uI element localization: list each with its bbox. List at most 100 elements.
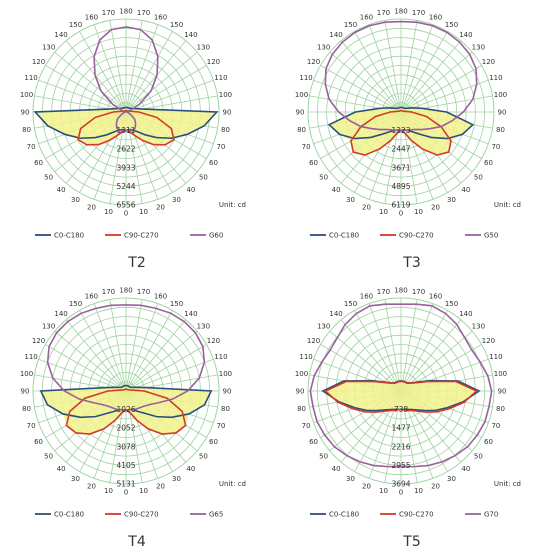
angle-tick-label: 10: [414, 487, 423, 495]
angle-tick-label: 60: [34, 159, 43, 167]
angle-tick-label: 70: [491, 422, 500, 430]
angle-tick-label: 60: [209, 438, 218, 446]
angle-tick-label: 0: [399, 210, 403, 218]
angle-tick-label: 130: [197, 44, 210, 52]
chart-title: T3: [275, 255, 549, 271]
angle-tick-label: 100: [494, 91, 507, 99]
angle-tick-label: 120: [207, 58, 220, 66]
angle-tick-label: 80: [221, 405, 230, 413]
angle-tick-label: 40: [186, 465, 195, 473]
angle-tick-label: 40: [57, 465, 66, 473]
angle-tick-label: 40: [332, 186, 341, 194]
polar-chart-t4: 1026 2052 3078 4105 5131 180 170 170 160 160 150 15…: [0, 279, 274, 558]
legend: C0-C180 C90-C270 G65: [35, 511, 223, 519]
angle-tick-label: 100: [20, 370, 33, 378]
angle-tick-label: 80: [22, 126, 31, 134]
angle-tick-label: 100: [295, 370, 308, 378]
angle-tick-label: 60: [34, 438, 43, 446]
angle-tick-label: 60: [484, 159, 493, 167]
angle-tick-label: 130: [42, 44, 55, 52]
angle-tick-label: 30: [71, 475, 80, 483]
radial-tick-label: 738: [394, 405, 409, 414]
angle-tick-label: 110: [299, 353, 312, 361]
angle-tick-label: 40: [57, 186, 66, 194]
angle-tick-label: 50: [474, 452, 483, 460]
angle-tick-label: 80: [221, 126, 230, 134]
legend: C0-C180 C90-C270 G50: [310, 232, 498, 240]
angle-tick-label: 150: [69, 300, 82, 308]
angle-tick-label: 110: [24, 353, 37, 361]
angle-tick-label: 120: [207, 337, 220, 345]
radial-tick-label: 1477: [391, 424, 410, 433]
angle-tick-label: 120: [307, 58, 320, 66]
angle-tick-label: 20: [362, 203, 371, 211]
angle-tick-label: 60: [309, 438, 318, 446]
angle-tick-label: 170: [412, 9, 425, 17]
angle-tick-label: 170: [137, 9, 150, 17]
radial-tick-label: 6556: [116, 201, 135, 210]
legend-label: C0-C180: [329, 511, 359, 519]
polar-chart-t3: 1223 2447 3671 4895 6119 180 170 170 160 160 150 15…: [275, 0, 549, 279]
angle-tick-label: 170: [377, 9, 390, 17]
angle-tick-label: 10: [104, 487, 113, 495]
radial-tick-label: 3078: [116, 442, 135, 451]
angle-tick-label: 80: [297, 126, 306, 134]
angle-tick-label: 40: [461, 465, 470, 473]
angle-tick-label: 90: [223, 109, 232, 117]
angle-tick-label: 130: [197, 323, 210, 331]
angle-tick-label: 10: [104, 208, 113, 216]
angle-tick-label: 130: [472, 323, 485, 331]
angle-tick-label: 30: [447, 196, 456, 204]
angle-tick-label: 60: [309, 159, 318, 167]
angle-tick-label: 100: [219, 91, 232, 99]
angle-tick-label: 30: [71, 196, 80, 204]
polar-chart-t5: 738 1477 2216 2955 3694 180 170 170 160 160 150 150…: [275, 279, 549, 558]
angle-tick-label: 150: [170, 300, 183, 308]
angle-tick-label: 90: [296, 109, 305, 117]
angle-tick-label: 120: [307, 337, 320, 345]
angle-tick-label: 160: [154, 14, 167, 22]
angle-tick-label: 110: [24, 74, 37, 82]
angle-tick-label: 70: [27, 422, 36, 430]
polar-plot: 12232447367148956119180 17017016016015015…: [275, 0, 549, 250]
radial-tick-label: 1311: [116, 126, 135, 135]
angle-tick-label: 120: [32, 337, 45, 345]
angle-tick-label: 30: [346, 196, 355, 204]
angle-tick-label: 140: [184, 31, 197, 39]
chart-title: T2: [0, 255, 274, 271]
angle-tick-label: 130: [317, 323, 330, 331]
radial-tick-label: 1223: [391, 126, 410, 135]
unit-label: Unit: cd: [219, 480, 246, 488]
angle-tick-label: 170: [377, 288, 390, 296]
angle-tick-label: 80: [496, 405, 505, 413]
angle-tick-label: 70: [216, 422, 225, 430]
unit-label: Unit: cd: [219, 201, 246, 209]
chart-title: T4: [0, 534, 274, 550]
angle-tick-label: 170: [102, 288, 115, 296]
angle-tick-label: 150: [445, 21, 458, 29]
angle-tick-label: 90: [21, 109, 30, 117]
chart-title: T5: [275, 534, 549, 550]
angle-tick-label: 100: [219, 370, 232, 378]
angle-tick-label: 110: [489, 353, 502, 361]
angle-tick-label: 60: [484, 438, 493, 446]
angle-tick-label: 30: [346, 475, 355, 483]
angle-tick-label: 10: [414, 208, 423, 216]
angle-tick-label: 130: [317, 44, 330, 52]
angle-tick-label: 10: [139, 487, 148, 495]
angle-tick-label: 20: [431, 203, 440, 211]
angle-tick-label: 10: [139, 208, 148, 216]
angle-tick-label: 90: [21, 388, 30, 396]
radial-tick-label: 3671: [391, 163, 410, 172]
angle-tick-label: 90: [498, 109, 507, 117]
angle-tick-label: 50: [319, 173, 328, 181]
legend-label: G70: [484, 511, 498, 519]
angle-tick-label: 160: [154, 293, 167, 301]
angle-tick-label: 20: [87, 482, 96, 490]
angle-tick-label: 70: [302, 422, 311, 430]
radial-tick-label: 5131: [116, 480, 135, 489]
angle-tick-label: 70: [302, 143, 311, 151]
angle-tick-label: 160: [360, 14, 373, 22]
angle-tick-label: 70: [27, 143, 36, 151]
